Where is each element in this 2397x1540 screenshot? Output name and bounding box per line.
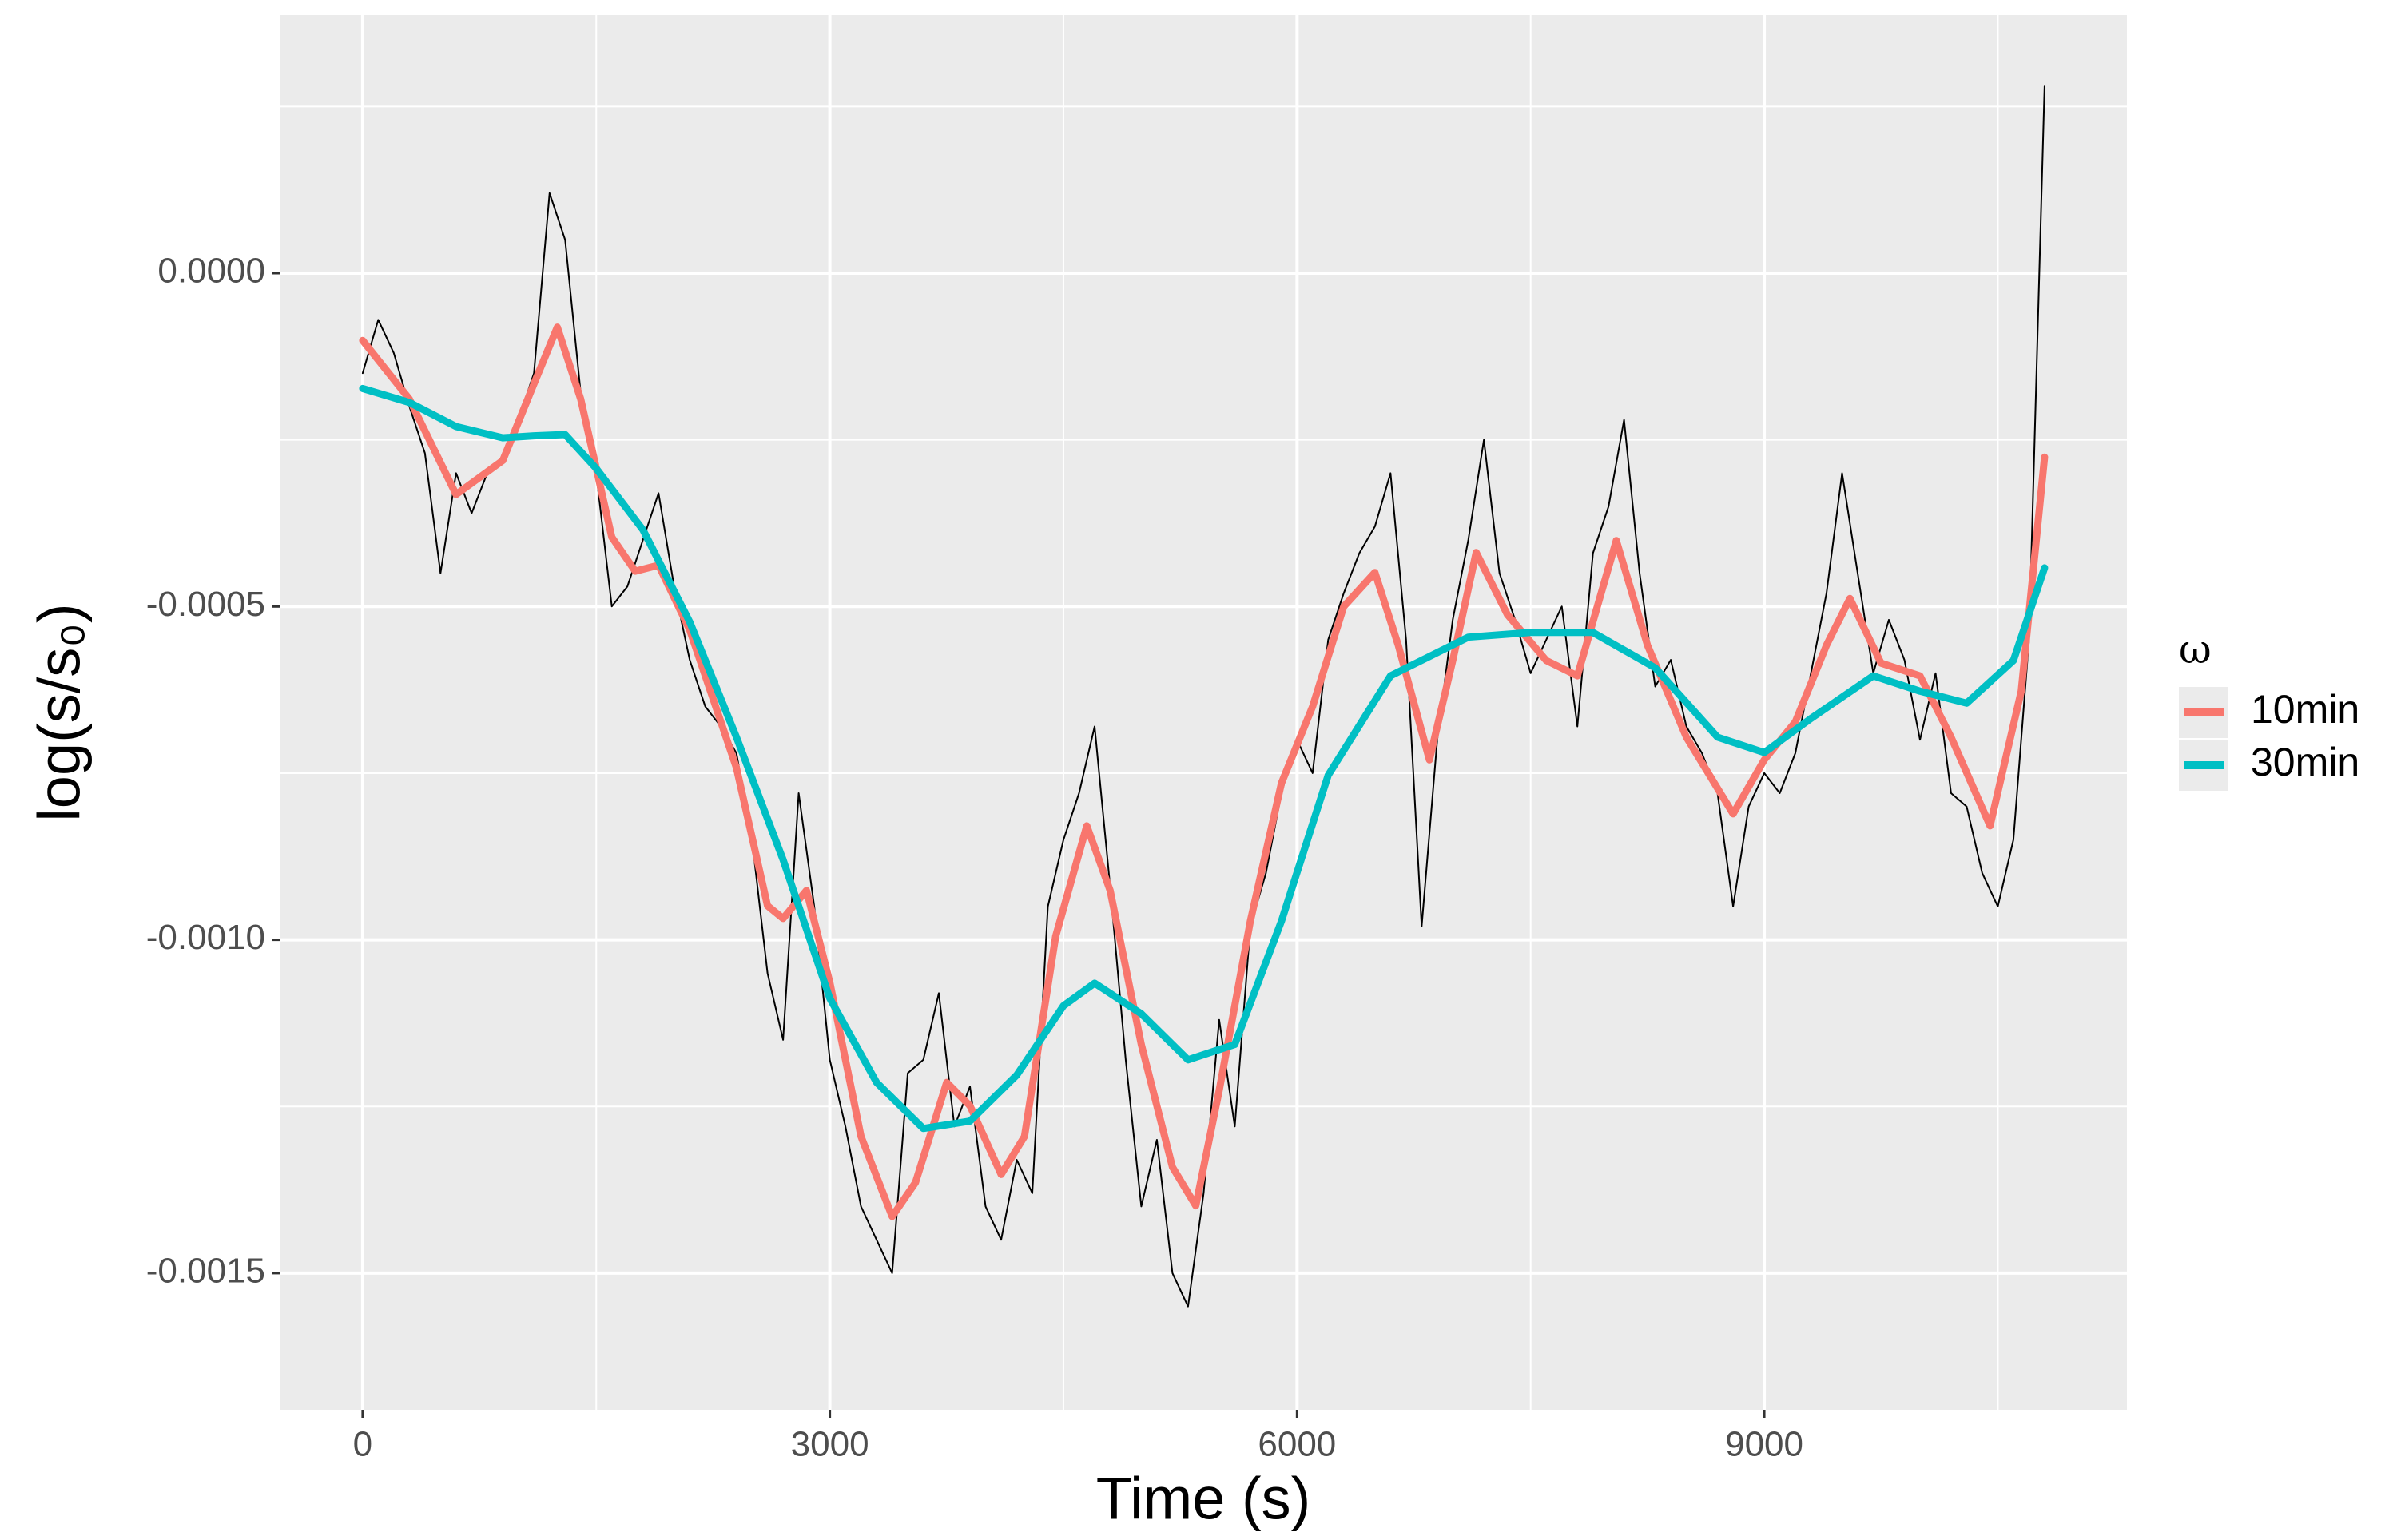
axes: 0.0000 -0.0005 -0.0010 -0.0015 0 3000 6000 9000 <box>146 252 1803 1464</box>
x-tick-label: 3000 <box>791 1425 869 1464</box>
x-tick-label: 6000 <box>1258 1425 1336 1464</box>
y-tick-label: -0.0015 <box>146 1252 265 1291</box>
legend-label: 30min <box>2251 740 2359 784</box>
x-axis-title: Time (s) <box>1096 1466 1311 1532</box>
x-tick-label: 9000 <box>1725 1425 1803 1464</box>
legend-label: 10min <box>2251 687 2359 732</box>
y-tick-label: -0.0010 <box>146 918 265 957</box>
legend-title: ω <box>2179 626 2212 673</box>
y-axis-title: log(s/s₀) <box>26 603 93 821</box>
y-tick-label: -0.0005 <box>146 585 265 624</box>
legend: ω 10min 30min <box>2179 626 2359 791</box>
plot-area <box>359 85 2049 1308</box>
smooth-line <box>359 384 2049 1133</box>
raw-line <box>361 85 2045 1308</box>
y-tick-label: 0.0000 <box>157 252 265 291</box>
x-tick-label: 0 <box>353 1425 372 1464</box>
